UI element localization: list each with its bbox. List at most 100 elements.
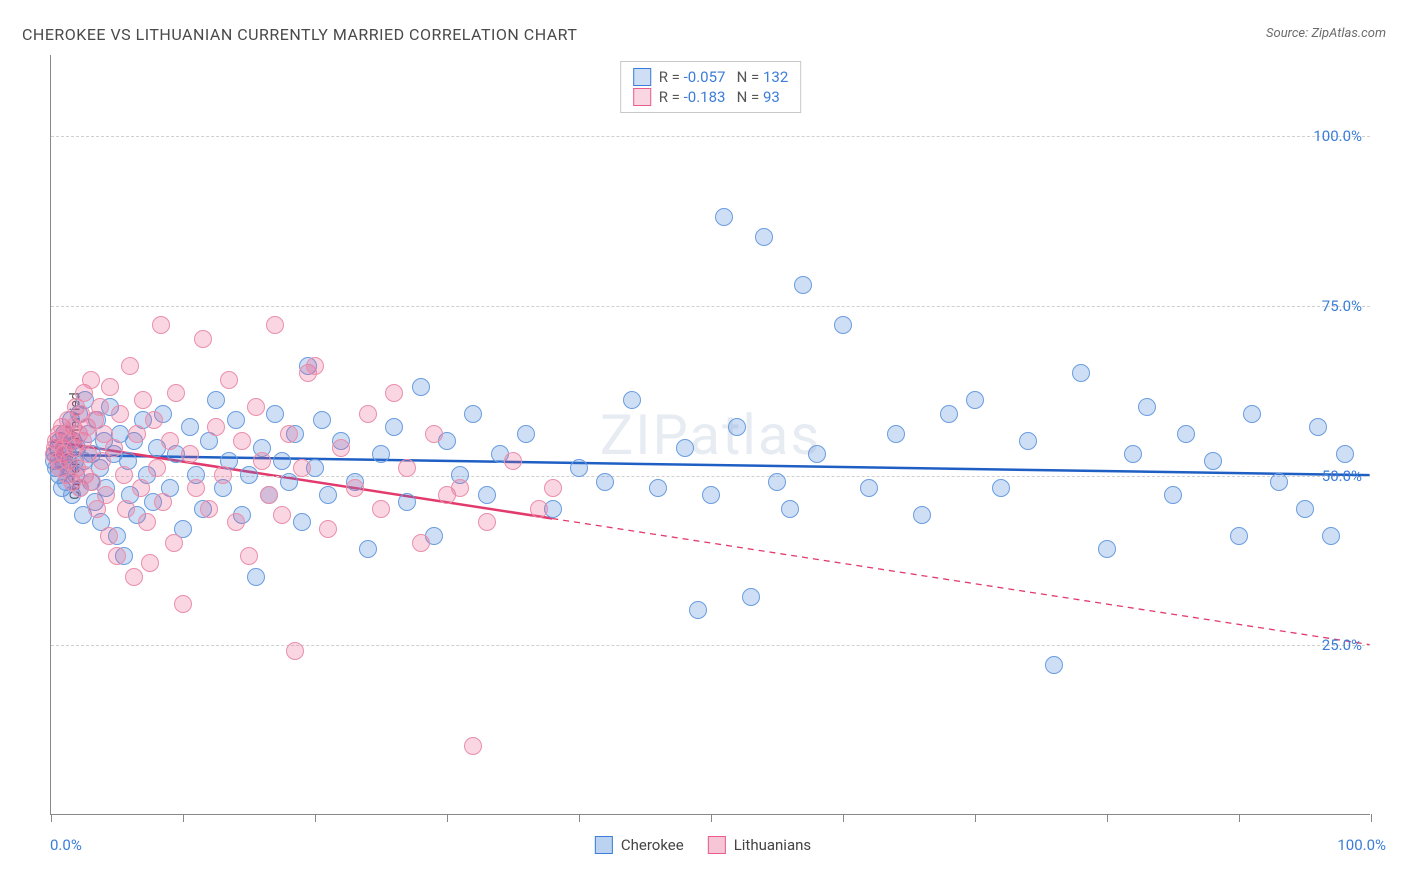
x-tick [447,814,448,822]
data-point [125,568,143,586]
data-point [715,208,733,226]
data-point [1322,527,1340,545]
data-point [152,316,170,334]
data-point [280,473,298,491]
x-tick [315,814,316,822]
data-point [194,330,212,348]
data-point [313,411,331,429]
data-point [887,425,905,443]
data-point [530,500,548,518]
data-point [145,411,163,429]
data-point [214,466,232,484]
data-point [1309,418,1327,436]
data-point [451,479,469,497]
legend-series-item: Cherokee [595,836,684,854]
x-tick [183,814,184,822]
data-point [200,500,218,518]
data-point [1270,473,1288,491]
gridline-h [51,306,1370,307]
data-point [478,486,496,504]
legend-series-item: Lithuanians [708,836,811,854]
data-point [346,479,364,497]
data-point [702,486,720,504]
data-point [1124,445,1142,463]
data-point [187,479,205,497]
data-point [372,445,390,463]
data-point [207,418,225,436]
data-point [227,513,245,531]
data-point [266,316,284,334]
data-point [504,452,522,470]
data-point [808,445,826,463]
y-tick-label: 25.0% [1322,636,1362,654]
data-point [97,486,115,504]
plot-area: ZIPatlas R = -0.057 N = 132R = -0.183 N … [50,55,1370,815]
data-point [385,418,403,436]
y-tick-label: 75.0% [1322,297,1362,315]
data-point [794,276,812,294]
source-name: ZipAtlas.com [1311,26,1386,41]
data-point [128,425,146,443]
legend-swatch [633,88,651,106]
data-point [319,520,337,538]
x-tick [1107,814,1108,822]
data-point [517,425,535,443]
data-point [101,378,119,396]
data-point [755,228,773,246]
data-point [478,513,496,531]
y-tick-label: 50.0% [1322,467,1362,485]
data-point [781,500,799,518]
data-point [1230,527,1248,545]
legend-series-label: Cherokee [621,836,684,854]
watermark: ZIPatlas [600,402,822,468]
data-point [860,479,878,497]
data-point [1164,486,1182,504]
data-point [464,405,482,423]
data-point [247,398,265,416]
data-point [412,534,430,552]
data-point [596,473,614,491]
data-point [280,425,298,443]
data-point [359,540,377,558]
data-point [728,418,746,436]
data-point [138,513,156,531]
data-point [332,439,350,457]
data-point [649,479,667,497]
data-point [425,425,443,443]
data-point [227,411,245,429]
x-tick [975,814,976,822]
data-point [372,500,390,518]
source-attribution: Source: ZipAtlas.com [1266,26,1386,41]
correlation-legend: R = -0.057 N = 132R = -0.183 N = 93 [620,61,802,113]
chart-title: CHEROKEE VS LITHUANIAN CURRENTLY MARRIED… [22,25,577,44]
gridline-h [51,136,1370,137]
data-point [398,459,416,477]
data-point [82,371,100,389]
legend-series-label: Lithuanians [734,836,811,854]
data-point [266,405,284,423]
data-point [464,737,482,755]
data-point [1296,500,1314,518]
data-point [623,391,641,409]
data-point [1045,656,1063,674]
data-point [121,357,139,375]
data-point [689,601,707,619]
x-tick [1239,814,1240,822]
data-point [167,384,185,402]
data-point [1336,445,1354,463]
legend-stat-text: R = -0.057 N = 132 [659,68,789,86]
data-point [768,473,786,491]
data-point [992,479,1010,497]
data-point [742,588,760,606]
data-point [240,466,258,484]
data-point [293,513,311,531]
data-point [398,493,416,511]
data-point [286,642,304,660]
data-point [1204,452,1222,470]
data-point [359,405,377,423]
data-point [940,405,958,423]
data-point [385,384,403,402]
x-axis-min-label: 0.0% [50,836,82,854]
data-point [273,452,291,470]
data-point [108,547,126,565]
